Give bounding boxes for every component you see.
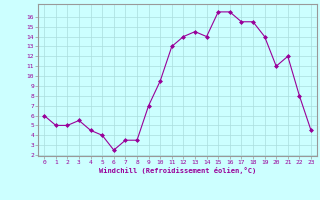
X-axis label: Windchill (Refroidissement éolien,°C): Windchill (Refroidissement éolien,°C) — [99, 167, 256, 174]
